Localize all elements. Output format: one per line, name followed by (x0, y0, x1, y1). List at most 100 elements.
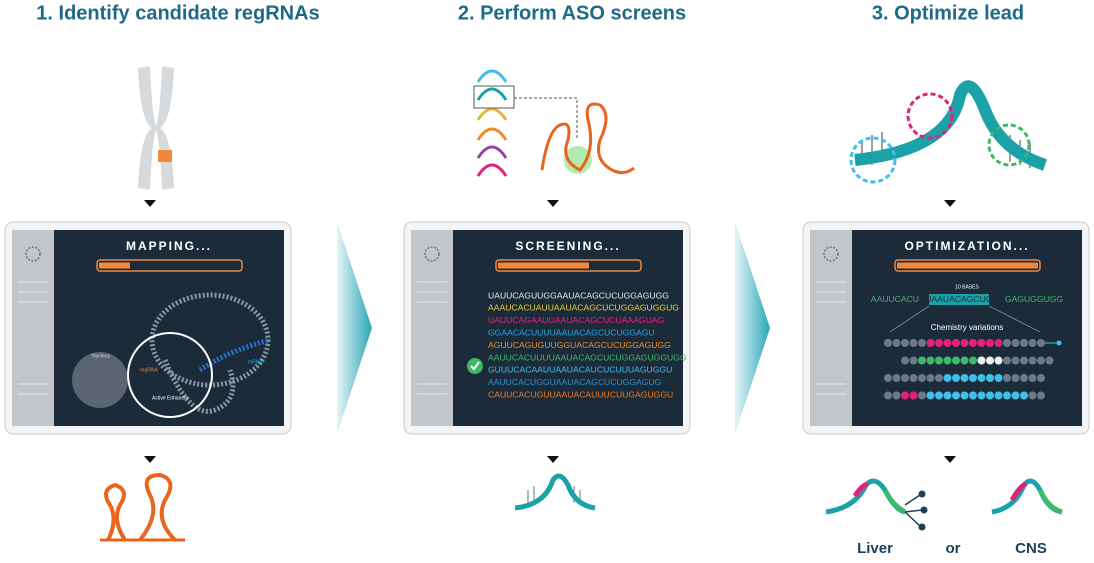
chem-bead (1011, 391, 1020, 400)
decoration (904, 494, 923, 527)
cns-icon (991, 478, 1063, 515)
liver-icon (825, 478, 928, 531)
decoration (920, 506, 928, 514)
chem-bead (952, 339, 960, 347)
chemistry-variations (884, 339, 1062, 400)
chem-bead (943, 374, 952, 382)
chem-bead (977, 339, 986, 347)
chem-bead (918, 339, 926, 347)
sequence: UAUUCAGAAUUAAUACAGCUCUAAAGUAG (488, 315, 665, 325)
chem-bead (977, 391, 986, 400)
chem-bead (884, 391, 892, 400)
chem-bead (1037, 374, 1045, 382)
chem-bead (1011, 374, 1020, 382)
chem-bead (952, 391, 960, 400)
progress-track (894, 259, 1041, 272)
connector (988, 305, 1041, 333)
lead-highlight-text: UUAAUACAGCUCUG (919, 294, 1005, 304)
chem-bead (926, 391, 935, 400)
chem-bead (943, 356, 952, 365)
chem-bead (909, 391, 918, 400)
decoration (987, 123, 1031, 167)
chem-bead (969, 339, 977, 347)
decoration (476, 87, 508, 101)
chevron (337, 222, 372, 434)
chem-bead (986, 374, 994, 382)
sequence: AAUUCACUUUUAAUACAGCUCUGGAGUGGUGG (488, 352, 687, 362)
decoration (514, 97, 578, 138)
chem-bead (1037, 391, 1045, 400)
tablet-sidebar (12, 230, 54, 426)
chem-bead (1003, 374, 1011, 382)
chromosome-icon (138, 66, 174, 190)
chem-bead (1028, 374, 1037, 382)
chem-bead (918, 356, 926, 365)
chem-bead (969, 356, 977, 365)
chem-bead (1028, 339, 1037, 347)
chem-bead (977, 374, 986, 382)
bead-end (1056, 340, 1062, 346)
chem-bead (935, 339, 943, 347)
enhancer-label: Active Enhancer (152, 395, 189, 401)
bases-label: 10 BASES (955, 284, 979, 290)
chem-bead (994, 356, 1003, 365)
screen-title: MAPPING... (126, 239, 212, 253)
lead-highlight (929, 294, 989, 305)
chem-bead (926, 356, 935, 365)
chem-bead (935, 391, 943, 400)
progress-track (495, 259, 642, 272)
sequence: UAUUCAGUUGGAAUACAGCUCUGGAGUGG (488, 290, 669, 300)
decoration (127, 332, 213, 418)
decoration (473, 85, 515, 109)
tablet-sidebar (810, 230, 852, 426)
chem-bead (1028, 391, 1037, 400)
outcome-connector: or (946, 540, 961, 557)
chem-bead (1045, 356, 1054, 365)
chem-bead (1011, 339, 1020, 347)
chem-bead (892, 374, 901, 382)
mapping-illustration: Nucleus regRNA Active Enhancer mRNA (72, 292, 271, 418)
chem-bead (926, 339, 935, 347)
chem-bead (969, 391, 977, 400)
chem-bead (935, 374, 943, 382)
chem-bead (909, 356, 918, 365)
decoration (906, 92, 954, 140)
decoration (476, 107, 508, 121)
sequence: GUUUCACAAUUAAUACAUCUCUUUAGUGGU (488, 365, 672, 375)
decoration (1037, 488, 1063, 515)
decoration (514, 473, 596, 511)
chem-bead (943, 339, 952, 347)
nucleus-label: Nucleus (92, 353, 111, 359)
decoration (854, 80, 1048, 171)
decoration (852, 481, 869, 498)
chem-bead (926, 374, 935, 382)
decoration (476, 145, 508, 159)
progress-fill (498, 262, 589, 269)
aso-lead-icon (514, 473, 596, 511)
chem-bead (918, 374, 926, 382)
decoration (547, 456, 559, 463)
chem-bead (1020, 339, 1028, 347)
step-title: 2. Perform ASO screens (458, 2, 686, 24)
chem-bead (892, 339, 901, 347)
chem-bead (1020, 356, 1028, 365)
chem-bead (901, 356, 909, 365)
screen-title: OPTIMIZATION... (904, 239, 1029, 253)
decoration (944, 456, 956, 463)
decoration (944, 200, 956, 207)
decoration (1009, 481, 1028, 502)
decoration (162, 359, 236, 414)
lead-sequence: AAUUCACUUUAAUACAGCUCUGGAGUGGUGG (871, 294, 1064, 304)
chem-bead (901, 374, 909, 382)
decoration (144, 456, 156, 463)
chem-bead (1037, 356, 1045, 365)
lead-suffix: GAGUGGUGG (1005, 294, 1064, 304)
chem-bead (1003, 339, 1011, 347)
decoration (138, 472, 177, 542)
chem-bead (960, 391, 969, 400)
chem-bead (986, 391, 994, 400)
decoration (476, 69, 508, 83)
chem-bead (960, 356, 969, 365)
lead-prefix: AAUUCACU (871, 294, 919, 304)
